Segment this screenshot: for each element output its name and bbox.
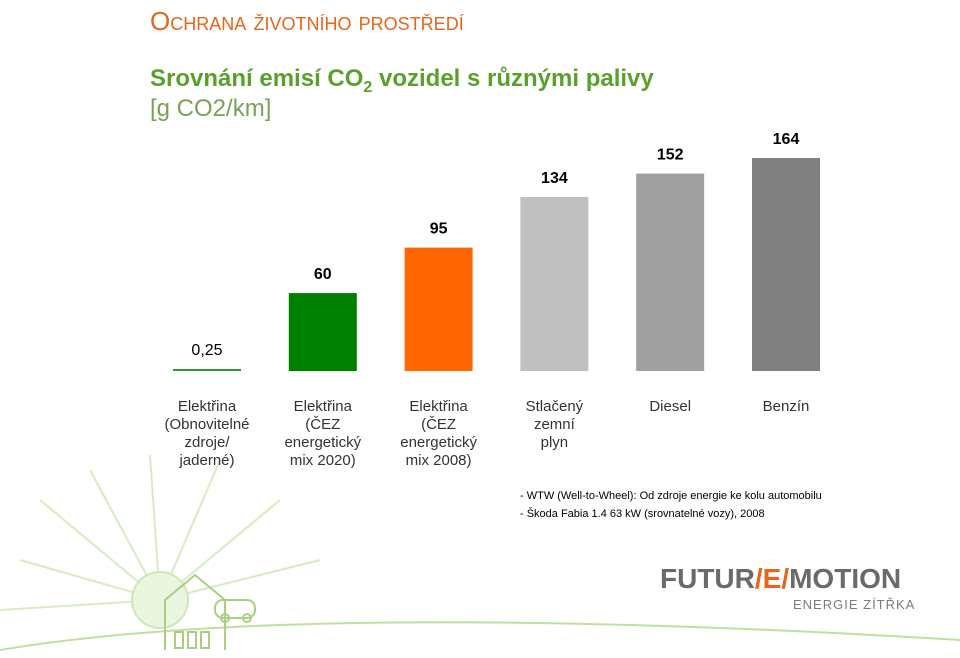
- bar: [636, 173, 705, 371]
- value-label: 0,25: [191, 342, 222, 359]
- category-label: energetický: [400, 434, 477, 451]
- bar: [404, 247, 473, 371]
- chart-unit: [g CO2/km]: [150, 95, 271, 122]
- value-label: 152: [657, 147, 684, 164]
- bar: [752, 158, 820, 371]
- bar: [288, 293, 357, 371]
- bar: [173, 369, 241, 371]
- value-label: 134: [541, 170, 568, 187]
- category-label: Benzín: [763, 398, 810, 415]
- logo-part: /E/: [755, 563, 789, 594]
- title-part: vozidel s různými palivy: [372, 65, 654, 92]
- slide-title: Ochrana životního prostředí: [150, 6, 464, 36]
- category-label: (ČEZ: [421, 416, 456, 433]
- value-label: 60: [314, 266, 332, 283]
- logo-part: MOTION: [789, 563, 901, 594]
- value-label: 95: [430, 221, 448, 238]
- category-label: (ČEZ: [305, 416, 340, 433]
- category-label: Stlačený: [526, 398, 584, 415]
- logo-part: FUTUR: [660, 563, 755, 594]
- category-label: mix 2008): [406, 452, 472, 469]
- category-label: zemní: [534, 416, 576, 433]
- category-label: Diesel: [649, 398, 691, 415]
- decoration: [0, 454, 960, 651]
- logo: FUTUR/E/MOTION: [660, 563, 901, 594]
- category-label: zdroje/: [184, 434, 230, 451]
- title-part: Srovnání emisí CO: [150, 65, 363, 92]
- category-label: Elektřina: [178, 398, 237, 415]
- note: - WTW (Well-to-Wheel): Od zdroje energie…: [520, 490, 822, 502]
- category-label: mix 2020): [290, 452, 356, 469]
- category-label: Elektřina: [294, 398, 353, 415]
- category-label: Elektřina: [409, 398, 468, 415]
- note: - Škoda Fabia 1.4 63 kW (srovnatelné voz…: [520, 507, 765, 520]
- category-label: jaderné): [178, 452, 234, 469]
- logo-tagline: ENERGIE ZÍTŘKA: [793, 597, 915, 612]
- category-label: plyn: [541, 434, 569, 451]
- title-part: 2: [363, 79, 372, 96]
- category-label: (Obnovitelné: [164, 416, 249, 433]
- chart-title: Srovnání emisí CO2 vozidel s různými pal…: [150, 65, 654, 96]
- bar: [520, 196, 589, 371]
- value-label: 164: [773, 131, 800, 148]
- category-label: energetický: [284, 434, 361, 451]
